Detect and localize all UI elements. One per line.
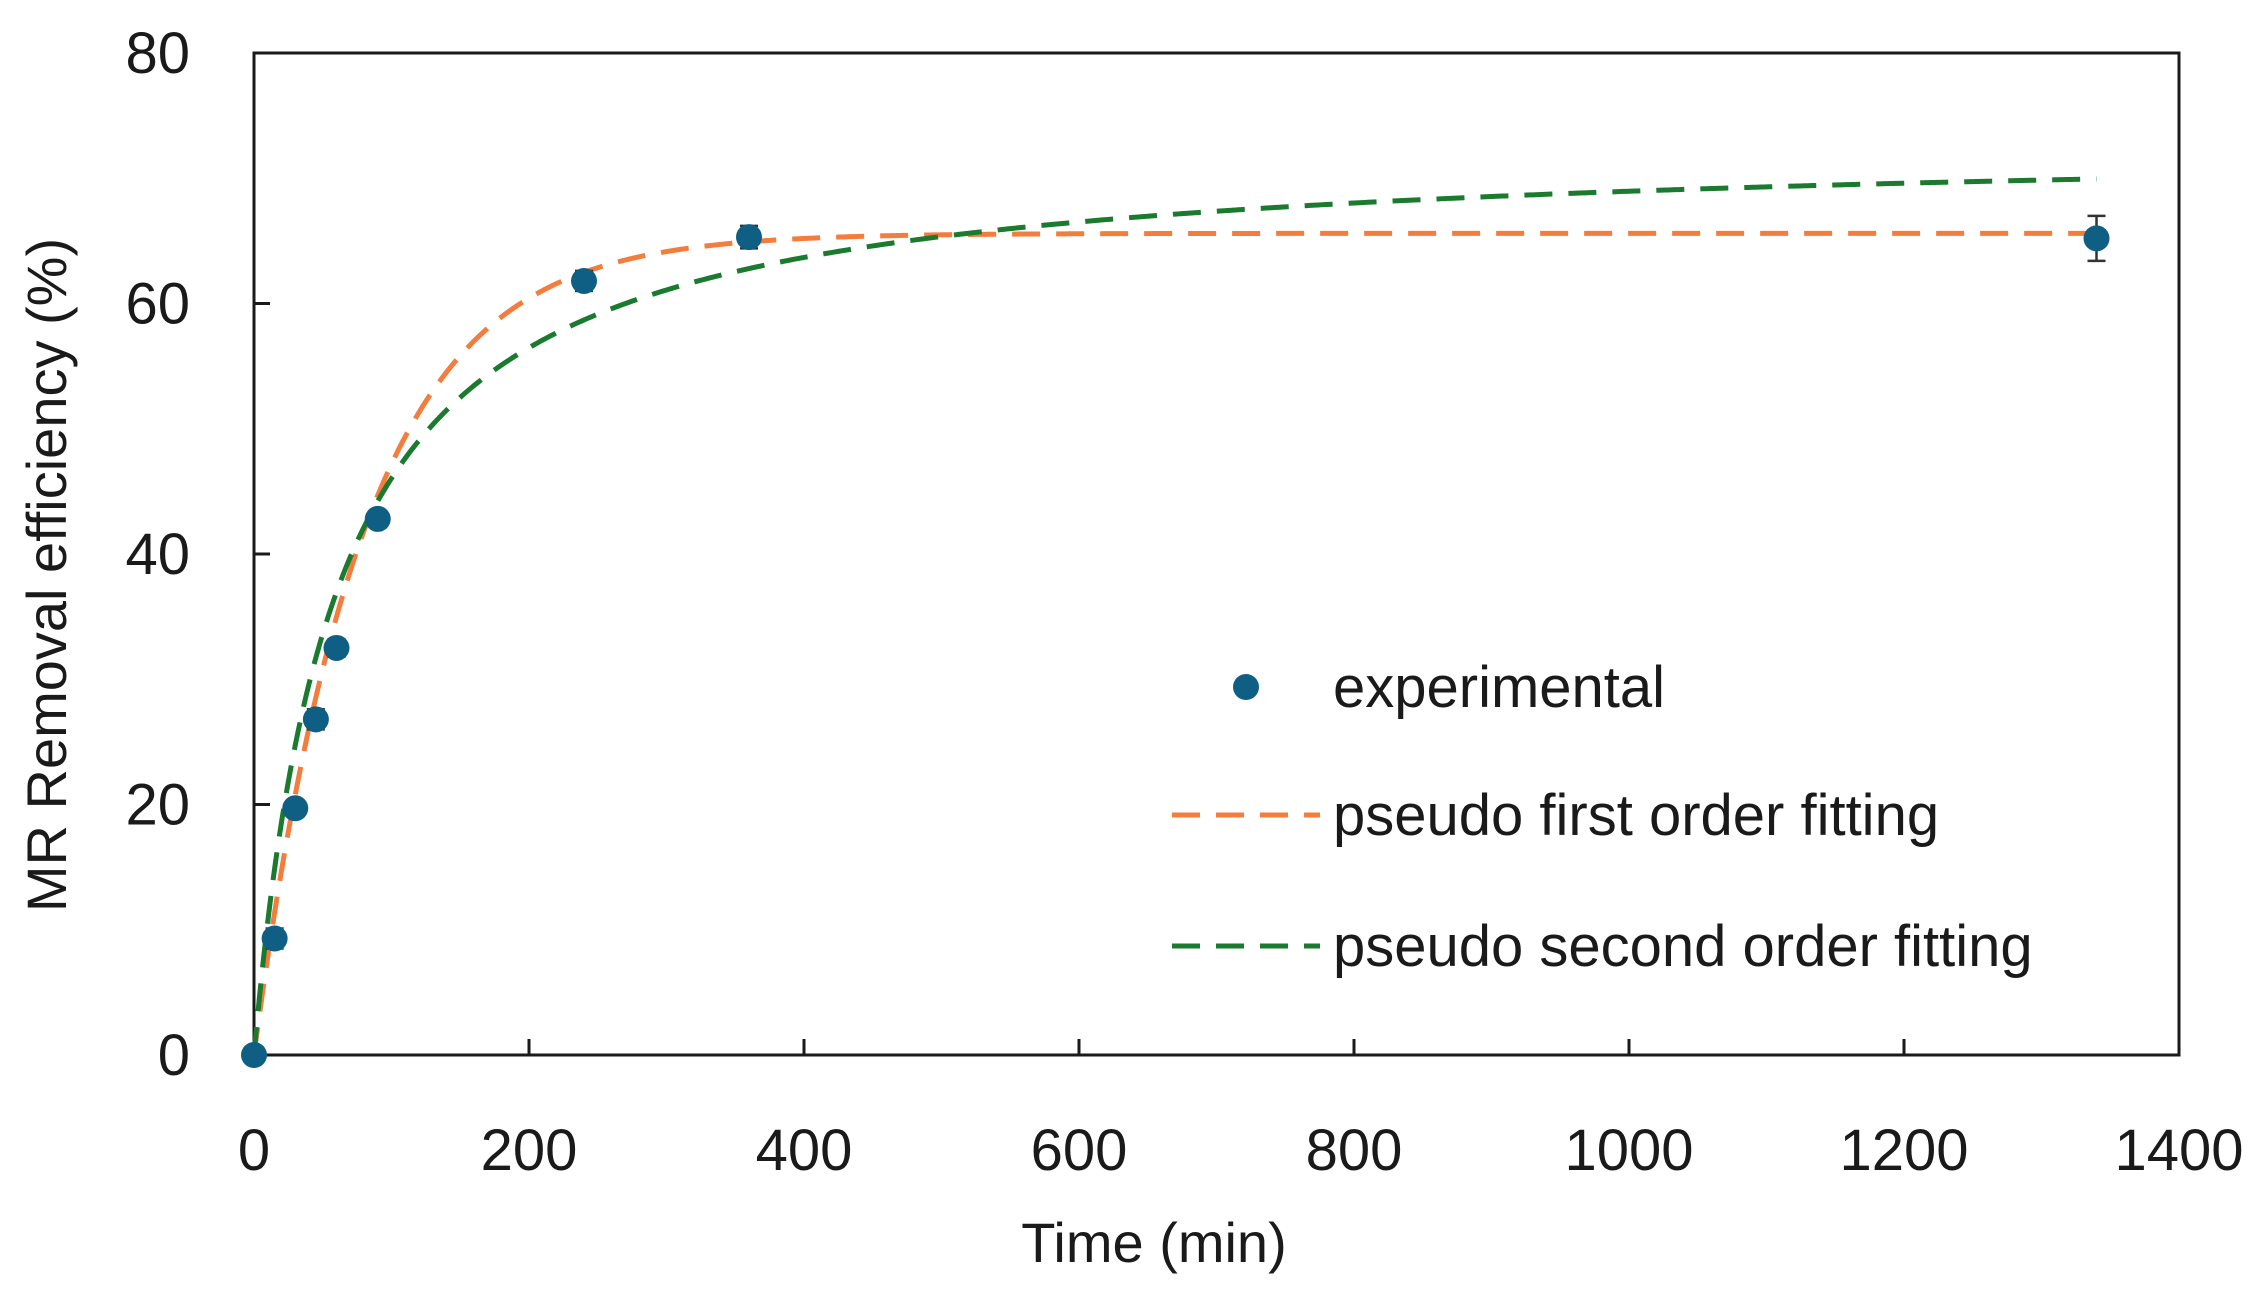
y-axis-title: MR Removal efficiency (%)	[15, 238, 78, 912]
y-tick-label: 60	[125, 272, 190, 337]
data-point	[302, 706, 329, 733]
x-tick-label: 600	[1031, 1118, 1128, 1183]
y-tick-label: 0	[158, 1023, 190, 1088]
experimental-points	[241, 214, 2110, 1068]
x-tick-label: 800	[1306, 1118, 1403, 1183]
legend-label-first-order: pseudo first order fitting	[1333, 783, 1939, 848]
legend: experimental pseudo first order fitting …	[1172, 655, 2033, 979]
x-axis-ticks: 0 200 400 600 800 1000 1200 1400	[238, 1039, 2244, 1183]
x-tick-label: 200	[481, 1118, 578, 1183]
x-tick-label: 400	[756, 1118, 853, 1183]
data-point	[323, 634, 350, 661]
x-tick-label: 0	[238, 1118, 270, 1183]
data-point	[2083, 225, 2110, 252]
data-point	[571, 267, 597, 294]
data-point	[241, 1042, 267, 1068]
x-tick-label: 1400	[2114, 1118, 2243, 1183]
legend-label-second-order: pseudo second order fitting	[1333, 914, 2033, 979]
y-tick-label: 40	[125, 522, 190, 587]
data-point	[261, 925, 288, 952]
data-point	[736, 224, 762, 251]
x-axis-title: Time (min)	[1021, 1211, 1286, 1274]
legend-label-experimental: experimental	[1333, 655, 1665, 720]
data-point	[282, 795, 309, 822]
first-order-fit-line	[251, 230, 2097, 1056]
fit-lines	[251, 176, 2097, 1056]
x-tick-label: 1200	[1839, 1118, 1968, 1183]
x-tick-label: 1000	[1564, 1118, 1693, 1183]
data-point	[364, 505, 391, 532]
y-axis-ticks: 0 20 40 60 80	[125, 21, 270, 1088]
y-tick-label: 80	[125, 21, 190, 86]
y-tick-label: 20	[125, 773, 190, 838]
legend-marker-experimental	[1233, 674, 1259, 700]
plot-frame	[252, 51, 2181, 1057]
second-order-fit-line	[251, 176, 2097, 1056]
